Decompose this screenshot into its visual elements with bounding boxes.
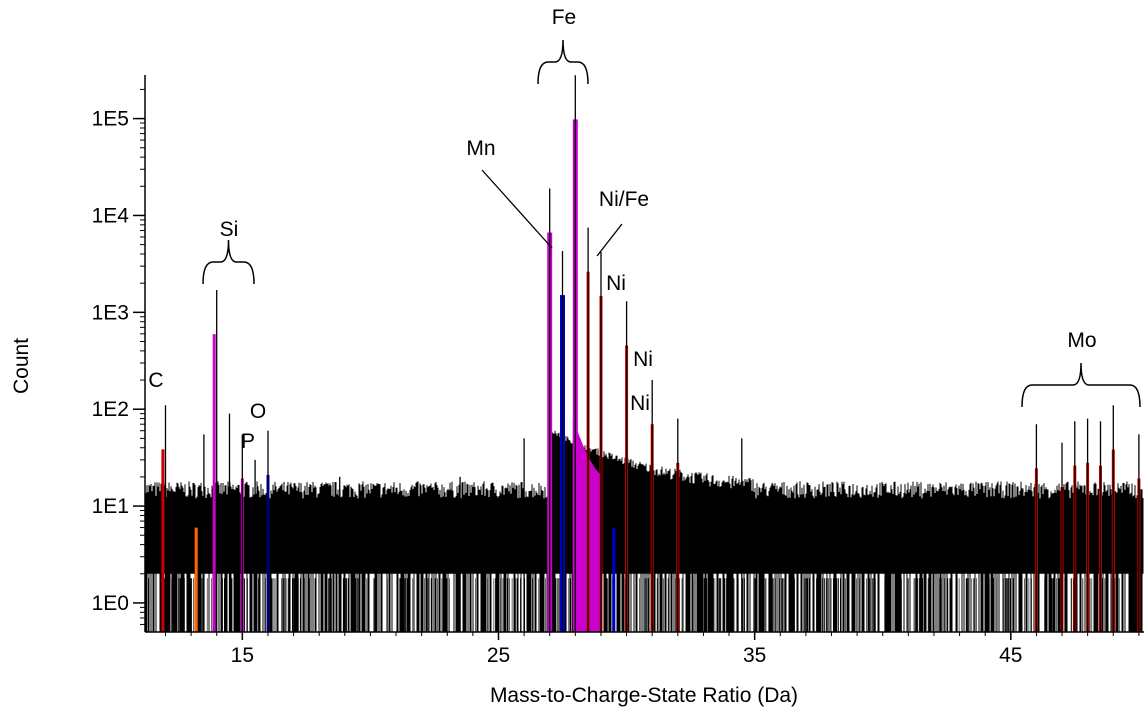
ranged-peak <box>194 527 198 632</box>
y-tick-label: 1E3 <box>92 301 129 324</box>
x-tick-label: 25 <box>487 644 510 667</box>
ranged-peak <box>161 449 165 632</box>
x-tick-label: 35 <box>743 644 766 667</box>
y-tick-label: 1E0 <box>92 592 129 615</box>
x-axis-title: Mass-to-Charge-State Ratio (Da) <box>490 684 798 707</box>
x-tick-label: 45 <box>999 644 1022 667</box>
ni-fe-leader-line <box>596 223 623 257</box>
annotation-label: P <box>241 430 255 453</box>
data-peaks <box>164 75 1140 632</box>
ranged-peak <box>212 334 216 632</box>
mn-leader-line <box>481 169 553 249</box>
annotation-label: Mn <box>466 137 495 160</box>
y-tick-label: 1E4 <box>92 204 130 227</box>
annotation-label: Ni <box>630 392 650 415</box>
mo-brace <box>1021 362 1141 408</box>
annotation-label: C <box>148 369 163 392</box>
axes: 15 25 35 45 1E0 1E1 1E2 1E3 1E4 1E5 <box>92 75 1144 667</box>
y-tick-label: 1E5 <box>92 108 129 131</box>
y-tick-label: 1E2 <box>92 398 129 421</box>
y-tick-label: 1E1 <box>92 495 129 518</box>
ranged-peak <box>612 527 616 632</box>
annotation-label: Ni <box>606 272 626 295</box>
noise-floor <box>144 428 1144 632</box>
annotation-label: O <box>250 400 266 423</box>
fe-brace <box>537 39 589 85</box>
y-axis-title: Count <box>10 338 33 394</box>
annotations: C Si PO Fe Mn Ni/Fe Ni Ni Ni Mo <box>148 6 1141 453</box>
annotation-label: Fe <box>552 6 577 29</box>
annotation-label: Mo <box>1067 329 1096 352</box>
annotation-label: Ni/Fe <box>599 188 649 211</box>
annotation-label: Ni <box>633 348 653 371</box>
x-tick-label: 15 <box>231 644 254 667</box>
annotation-label: Si <box>220 218 239 241</box>
si-brace <box>202 239 255 285</box>
